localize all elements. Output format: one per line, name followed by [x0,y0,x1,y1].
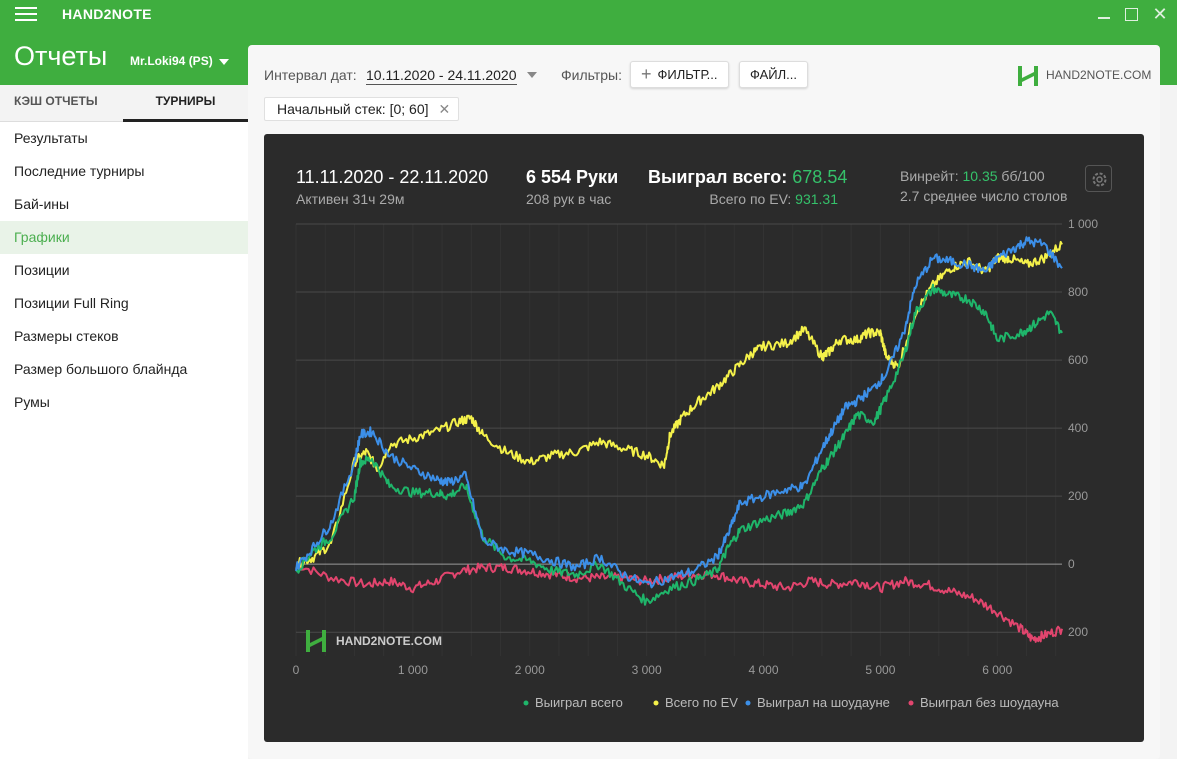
won-total-label: Выиграл всего: [648,167,788,187]
period-value: 11.11.2020 - 22.11.2020 [296,167,489,187]
sidebar: КЭШ ОТЧЕТЫ ТУРНИРЫ Результаты Последние … [0,85,248,759]
active-time: Активен 31ч 29м [296,191,405,207]
series-won-total [295,283,1063,606]
filter-chip-label: Начальный стек: [0; 60] [277,101,429,117]
sidebar-item-buyins[interactable]: Бай-ины [14,196,70,212]
chart-watermark: HAND2NOTE.COM [306,630,442,652]
y-tick-label: 200 [1068,489,1088,503]
sidebar-item-results[interactable]: Результаты [14,130,88,146]
brand-logo: HAND2NOTE.COM [1016,64,1151,86]
date-range-select[interactable]: 10.11.2020 - 24.11.2020 [366,67,517,85]
hamburger-menu-icon[interactable] [15,7,37,23]
bankroll-chart: 1 000 800 600 400 200 0 200 0 1 000 2 000 3 000 4 0… [293,217,1099,710]
title-bar: HAND2NOTE ✕ [0,0,1177,29]
winrate-value: 10.35 [962,168,998,184]
page-title: Отчеты [14,41,108,71]
sidebar-item-big-blind-size[interactable]: Размер большого блайнда [14,361,188,377]
legend-marker [908,700,914,706]
legend-entry: Выиграл всего [535,695,623,710]
sidebar-item-positions[interactable]: Позиции [14,262,70,278]
gear-icon [1092,172,1107,187]
series-no-showdown [295,562,1063,643]
y-tick-label: 1 000 [1068,217,1098,231]
y-tick-label: 400 [1068,421,1088,435]
chevron-down-icon[interactable] [527,72,537,78]
hands-per-hour: 208 рук в час [526,191,612,207]
legend-marker [523,700,529,706]
legend-marker [745,700,751,706]
sidebar-item-recent-tournaments[interactable]: Последние турниры [14,163,145,179]
x-tick-label: 2 000 [515,663,545,677]
x-tick-label: 1 000 [398,663,428,677]
close-icon[interactable]: ✕ [438,101,451,117]
account-name: Mr.Loki94 (PS) [130,54,213,68]
file-button[interactable]: ФАЙЛ... [739,61,808,88]
sidebar-item-graphs[interactable]: Графики [0,221,248,254]
account-selector[interactable]: Mr.Loki94 (PS) [130,54,229,68]
y-tick-label: 0 [1068,557,1075,571]
avg-tables: 2.7 среднее число столов [900,188,1068,204]
close-icon[interactable]: ✕ [1152,4,1168,24]
chart-settings-button[interactable] [1085,165,1112,192]
main-panel: Интервал дат: 10.11.2020 - 24.11.2020 Фи… [248,45,1160,759]
minimize-icon[interactable] [1096,6,1112,22]
series-ev-total [295,240,1063,570]
x-tick-label: 6 000 [982,663,1012,677]
maximize-icon[interactable] [1125,8,1138,21]
chevron-down-icon [218,58,229,65]
sidebar-item-rooms[interactable]: Румы [14,394,50,410]
legend-marker [653,700,659,706]
y-tick-label: 200 [1068,625,1088,639]
sidebar-item-stack-sizes[interactable]: Размеры стеков [14,328,119,344]
filters-label: Фильтры: [561,67,622,83]
hand2note-logo-icon [1018,66,1038,86]
brand-text: HAND2NOTE.COM [1046,68,1152,82]
plus-icon: + [641,64,652,84]
ev-total: Всего по EV: 931.31 [709,191,838,207]
add-filter-label: ФИЛЬТР... [657,67,718,82]
hands-count: 6 554 Руки [526,167,619,187]
tab-cash-reports[interactable]: КЭШ ОТЧЕТЫ [14,94,98,108]
series-showdown [295,236,1063,589]
winrate-unit: бб/100 [1001,168,1045,184]
app-title: HAND2NOTE [62,6,152,22]
x-tick-label: 0 [293,663,300,677]
report-tabs: КЭШ ОТЧЕТЫ ТУРНИРЫ [0,85,248,122]
sidebar-item-positions-full-ring[interactable]: Позиции Full Ring [14,295,129,311]
x-tick-label: 5 000 [865,663,895,677]
x-tick-label: 3 000 [632,663,662,677]
won-total: Выиграл всего: 678.54 [648,167,847,188]
chart-card: 11.11.2020 - 22.11.2020 Активен 31ч 29м … [264,134,1144,742]
tab-tournaments[interactable]: ТУРНИРЫ [123,85,248,122]
legend-entry: Выиграл без шоудауна [920,695,1059,710]
won-total-value: 678.54 [792,167,848,187]
legend-entry: Всего по EV [665,695,738,710]
y-tick-label: 800 [1068,285,1088,299]
filter-chip[interactable]: Начальный стек: [0; 60] ✕ [264,97,460,121]
hand2note-logo-icon [306,630,326,652]
date-range-label: Интервал дат: [264,67,357,83]
x-tick-label: 4 000 [748,663,778,677]
winrate-label: Винрейт: [900,168,959,184]
ev-total-value: 931.31 [795,191,838,207]
y-tick-label: 600 [1068,353,1088,367]
watermark-text: HAND2NOTE.COM [336,634,442,648]
legend-entry: Выиграл на шоудауне [757,695,890,710]
add-filter-button[interactable]: + ФИЛЬТР... [630,61,729,88]
winrate: Винрейт: 10.35 бб/100 [900,168,1045,184]
ev-total-label: Всего по EV: [709,191,792,207]
